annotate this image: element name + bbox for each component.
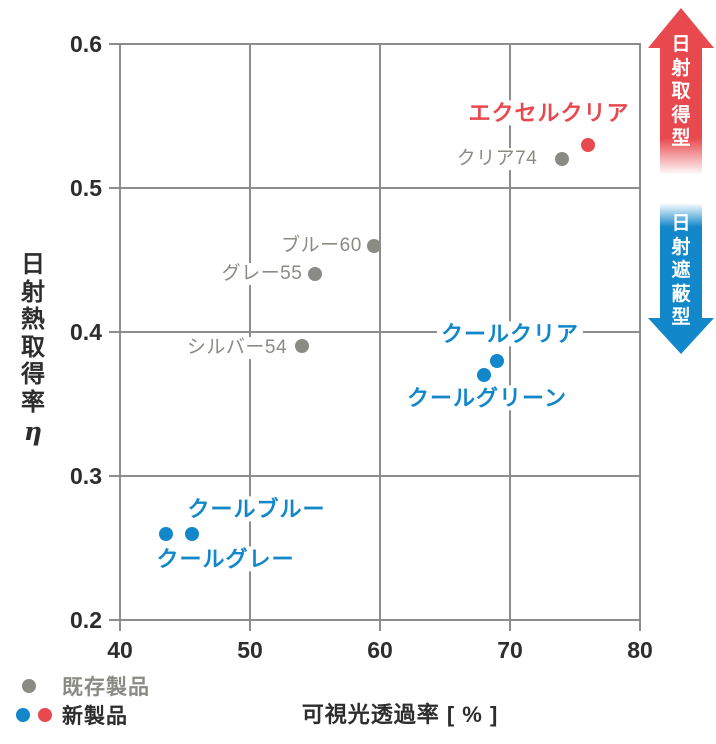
arrow-annotations	[648, 8, 714, 354]
existing-product-dot-icon	[22, 679, 36, 693]
legend-label-new: 新製品	[62, 705, 128, 728]
vertical-char: 遮	[671, 260, 691, 281]
legend-icons-existing	[16, 679, 62, 693]
legend-row-new: 新製品	[16, 701, 150, 729]
x-axis-title: 可視光透過率 [ % ]	[301, 702, 499, 727]
legend-icons-new	[16, 708, 62, 722]
solar-shading-down-arrow-icon	[648, 203, 714, 354]
legend-row-existing: 既存製品	[16, 672, 150, 700]
vertical-char: 射	[671, 57, 691, 79]
vertical-char: 射	[671, 236, 691, 258]
y-axis-title: 日射熱取得率 η	[16, 251, 50, 446]
vertical-char: 日	[671, 213, 691, 234]
vertical-char: 率	[21, 388, 45, 416]
vertical-char: 型	[671, 128, 691, 149]
legend-label-existing: 既存製品	[62, 676, 150, 699]
solar-shading-label: 日射遮蔽型	[640, 212, 716, 330]
vertical-char: 日	[671, 34, 691, 55]
vertical-char: 射	[21, 278, 45, 306]
new-product-blue-dot-icon	[16, 708, 30, 722]
vertical-char: 取	[21, 333, 45, 361]
vertical-char: 熱	[21, 306, 45, 333]
new-product-red-dot-icon	[38, 708, 52, 722]
y-axis-title-text: 日射熱取得率	[16, 251, 50, 416]
solar-gain-up-arrow-icon	[648, 8, 714, 175]
vertical-char: 日	[21, 251, 45, 278]
vertical-char: 得	[21, 361, 45, 388]
vertical-char: 蔽	[671, 283, 691, 305]
vertical-char: 取	[671, 81, 691, 102]
legend: 既存製品 新製品	[16, 671, 150, 729]
vertical-char: 型	[671, 307, 691, 328]
y-axis-symbol: η	[23, 417, 43, 446]
plot-frame	[119, 43, 641, 621]
solar-gain-label: 日射取得型	[640, 33, 716, 151]
vertical-char: 得	[671, 104, 691, 126]
